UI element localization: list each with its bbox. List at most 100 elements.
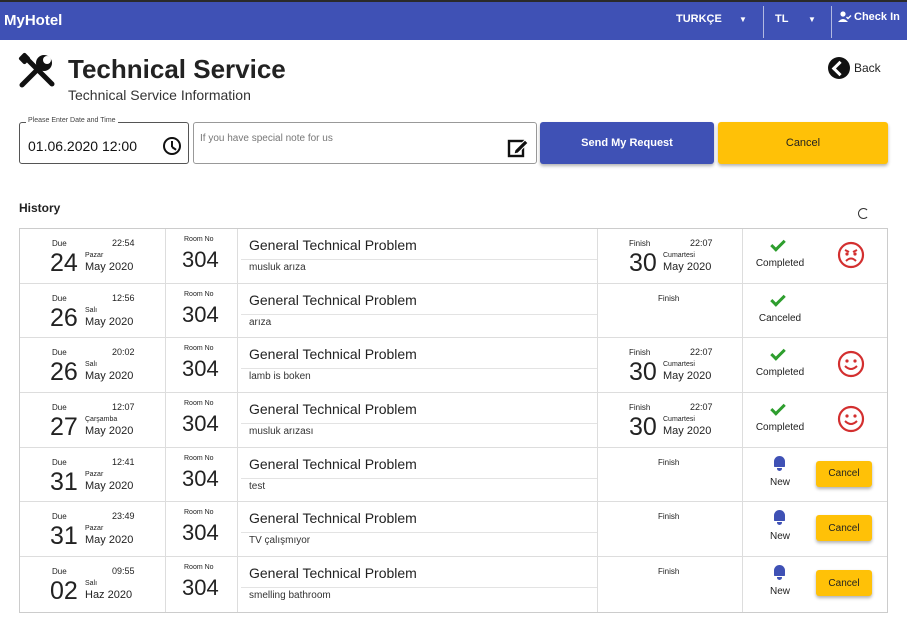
happy-face-icon[interactable] [837,350,865,378]
room-number: 304 [182,520,219,546]
due-day: 27 [50,413,78,442]
problem-title: General Technical Problem [249,237,417,253]
room-label: Room No [184,345,214,353]
history-title: History [19,201,61,215]
due-month-year: May 2020 [85,534,134,547]
table-row: Due 22:54 24 Pazar May 2020 Room No 304 … [20,229,887,284]
due-label: Due [52,403,67,413]
happy-face-icon[interactable] [837,405,865,433]
clock-icon[interactable] [163,137,181,155]
finish-weekday: Cumartesi [663,361,695,369]
table-row: Due 23:49 31 Pazar May 2020 Room No 304 … [20,502,887,558]
language-select[interactable]: TURKÇE [676,13,722,25]
due-day: 31 [50,467,78,496]
room-label: Room No [184,236,214,243]
currency-select[interactable]: TL [775,13,789,25]
finish-month-year: May 2020 [663,261,712,273]
finish-time: 22:07 [690,402,713,413]
problem-title: General Technical Problem [249,565,417,582]
due-month-year: May 2020 [85,425,134,438]
row-cancel-button[interactable]: Cancel [816,515,872,542]
finish-label: Finish [629,239,651,248]
datetime-value[interactable]: 01.06.2020 12:00 [28,138,137,154]
problem-description: lamb is boken [249,371,311,383]
finish-month-year: May 2020 [663,370,712,383]
due-time: 20:02 [112,347,135,358]
bell-icon [771,455,789,472]
problem-title: General Technical Problem [249,455,417,472]
check-icon [770,345,789,362]
page-subtitle: Technical Service Information [68,87,251,103]
due-time: 12:41 [112,456,135,467]
room-label: Room No [184,454,214,462]
finish-day: 30 [629,358,657,387]
row-cancel-button[interactable]: Cancel [816,460,872,487]
due-weekday: Pazar [85,252,104,259]
finish-day: 30 [629,249,657,277]
cancel-button[interactable]: Cancel [718,122,888,164]
page-title: Technical Service [68,54,286,84]
problem-title: General Technical Problem [249,291,417,308]
finish-label: Finish [629,348,651,358]
row-cancel-button[interactable]: Cancel [816,570,872,597]
due-weekday: Salı [85,306,98,314]
status-text: New [769,476,790,488]
wrench-screwdriver-icon [18,52,55,88]
problem-title: General Technical Problem [249,510,417,527]
due-day: 24 [50,249,78,277]
problem-description: musluk arıza [249,262,306,273]
room-number: 304 [182,411,219,437]
edit-icon [507,139,529,158]
room-number: 304 [182,575,219,601]
checkin-label: Check In [854,11,900,23]
divider [831,6,832,38]
status-text: Completed [755,367,805,379]
due-month-year: Haz 2020 [85,589,133,602]
due-month-year: May 2020 [85,370,134,383]
finish-label: Finish [658,293,680,303]
back-arrow-icon [828,57,850,79]
bell-icon [771,565,789,581]
room-label: Room No [184,400,214,408]
user-check-icon [838,11,852,22]
due-label: Due [52,567,67,577]
room-number: 304 [182,247,219,272]
check-icon [770,290,789,308]
brand-logo[interactable]: MyHotel [4,12,63,29]
due-label: Due [52,239,67,248]
checkin-button[interactable]: Check In [838,11,900,23]
due-label: Due [52,293,67,303]
angry-face-icon[interactable] [837,241,865,269]
divider [763,6,764,38]
room-number: 304 [182,465,219,491]
problem-title: General Technical Problem [249,401,417,418]
room-number: 304 [182,301,219,327]
finish-label: Finish [658,457,680,467]
datetime-field[interactable]: Please Enter Date and Time 01.06.2020 12… [19,117,189,164]
note-field[interactable] [193,122,537,164]
due-weekday: Salı [85,361,98,369]
finish-time: 22:07 [690,347,713,358]
status-text: New [769,586,790,598]
back-button[interactable]: Back [828,57,881,79]
due-day: 02 [50,577,78,606]
due-time: 23:49 [112,511,135,522]
due-weekday: Pazar [85,470,104,478]
history-table: Due 22:54 24 Pazar May 2020 Room No 304 … [19,228,888,613]
caret-down-icon[interactable]: ▼ [739,15,747,24]
problem-description: musluk arızası [249,426,314,438]
table-row: Due 09:55 02 Salı Haz 2020 Room No 304 G… [20,557,887,612]
status-text: Completed [755,258,805,269]
top-navbar: MyHotel TURKÇE ▼ TL ▼ Check In [0,0,907,40]
problem-description: test [249,480,266,492]
problem-description: arıza [249,316,272,328]
note-input[interactable] [200,133,500,144]
problem-description: TV çalışmıyor [249,535,311,547]
caret-down-icon[interactable]: ▼ [808,15,816,24]
due-time: 22:54 [112,238,135,248]
table-row: Due 20:02 26 Salı May 2020 Room No 304 G… [20,338,887,394]
refresh-icon[interactable] [858,208,869,219]
room-label: Room No [184,290,214,298]
bell-icon [771,510,789,526]
send-request-button[interactable]: Send My Request [540,122,714,164]
